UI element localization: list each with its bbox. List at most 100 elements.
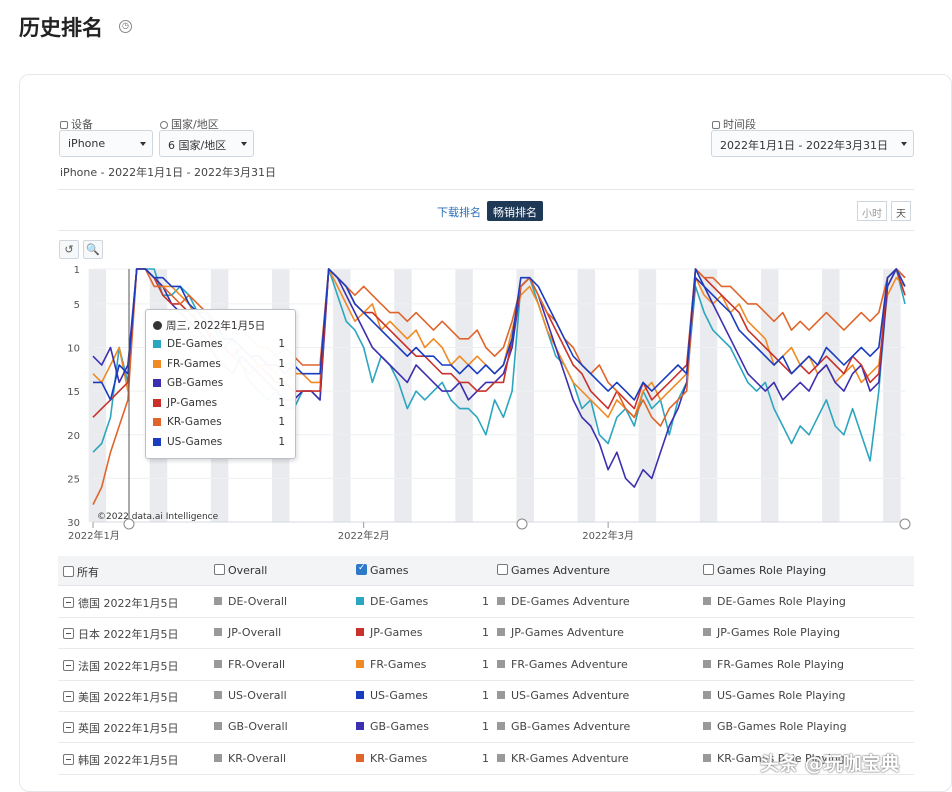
rpg-cell[interactable]: JP-Games Role Playing xyxy=(703,626,840,639)
header-all[interactable]: 所有 xyxy=(63,564,99,580)
header-games[interactable]: Games xyxy=(356,563,408,577)
overall-cell[interactable]: FR-Overall xyxy=(214,658,285,671)
collapse-icon[interactable] xyxy=(63,628,74,640)
reset-zoom-button[interactable]: ↺ xyxy=(59,240,79,259)
country-cell[interactable]: 美国 2022年1月5日 xyxy=(63,689,179,705)
rpg-text: GB-Games Role Playing xyxy=(717,720,847,734)
rpg-cell[interactable]: DE-Games Role Playing xyxy=(703,595,846,608)
series-swatch xyxy=(356,628,364,637)
games-cell[interactable]: KR-Games xyxy=(356,752,427,765)
adventure-text: JP-Games Adventure xyxy=(511,626,624,640)
collapse-icon[interactable] xyxy=(63,659,74,671)
adventure-cell[interactable]: DE-Games Adventure xyxy=(497,595,630,608)
legend-swatch xyxy=(153,359,161,368)
tooltip-series-value: 1 xyxy=(278,357,285,370)
adventure-cell[interactable]: KR-Games Adventure xyxy=(497,752,629,765)
clock-icon[interactable]: ◷ xyxy=(119,20,132,33)
tooltip-series-label: GB-Games xyxy=(167,377,224,390)
overall-text: FR-Overall xyxy=(228,657,286,671)
country-cell[interactable]: 德国 2022年1月5日 xyxy=(63,595,179,611)
checkbox-games[interactable] xyxy=(356,563,367,575)
adventure-text: DE-Games Adventure xyxy=(511,595,630,608)
divider xyxy=(58,230,914,231)
checkbox-games-role-playing[interactable] xyxy=(703,564,714,575)
overall-cell[interactable]: DE-Overall xyxy=(214,595,287,608)
series-swatch xyxy=(356,659,364,668)
adventure-text: KR-Games Adventure xyxy=(511,751,629,765)
tooltip-series-label: FR-Games xyxy=(167,357,221,370)
games-text: FR-Games xyxy=(370,657,427,671)
table-header: 所有 Overall Games Games Adventure Games R… xyxy=(58,556,914,586)
tooltip-series-value: 1 xyxy=(278,436,285,448)
granularity-day-button[interactable]: 天 xyxy=(891,201,911,221)
chevron-down-icon xyxy=(901,142,907,146)
header-games-role-playing[interactable]: Games Role Playing xyxy=(703,564,826,577)
clock-icon xyxy=(153,321,162,330)
series-swatch xyxy=(214,690,222,699)
collapse-icon[interactable] xyxy=(63,690,74,702)
collapse-icon[interactable] xyxy=(63,597,74,608)
period-select[interactable]: 2022年1月1日 - 2022年3月31日 xyxy=(711,130,914,157)
collapse-icon[interactable] xyxy=(63,722,74,734)
overall-text: KR-Overall xyxy=(228,751,286,765)
games-cell[interactable]: DE-Games xyxy=(356,595,428,608)
device-label: 设备 xyxy=(60,116,93,132)
page-title: 历史排名 xyxy=(19,16,103,40)
adventure-cell[interactable]: US-Games Adventure xyxy=(497,689,629,702)
header-overall[interactable]: Overall xyxy=(214,564,267,577)
rpg-cell[interactable]: GB-Games Role Playing xyxy=(703,720,847,733)
table-row: 法国 2022年1月5日 FR-Overall FR-Games 1 FR-Games … xyxy=(58,650,914,681)
granularity-hour-button[interactable]: 小时 xyxy=(857,201,887,221)
country-cell[interactable]: 英国 2022年1月5日 xyxy=(63,720,179,736)
checkbox-games-adventure[interactable] xyxy=(497,564,508,575)
country-cell[interactable]: 法国 2022年1月5日 xyxy=(63,658,179,674)
country-label-text: 国家/地区 xyxy=(171,118,219,131)
rpg-text: KR-Games Role Playing xyxy=(717,751,845,765)
table-row: 韩国 2022年1月5日 KR-Overall KR-Games 1 KR-Games … xyxy=(58,744,914,775)
header-overall-label: Overall xyxy=(228,564,268,577)
device-select[interactable]: iPhone xyxy=(59,130,153,157)
series-swatch xyxy=(214,597,222,605)
tooltip-series-value: 1 xyxy=(278,396,285,409)
tab-download-rank[interactable]: 下载排名 xyxy=(437,206,481,219)
games-text: US-Games xyxy=(370,688,428,702)
device-label-text: 设备 xyxy=(71,118,93,131)
country-select[interactable]: 6 国家/地区 xyxy=(159,130,254,157)
country-cell[interactable]: 日本 2022年1月5日 xyxy=(63,626,179,642)
tab-revenue-rank[interactable]: 畅销排名 xyxy=(487,201,543,221)
series-swatch xyxy=(356,597,364,605)
games-value-cell: 1 xyxy=(482,595,489,608)
rpg-cell[interactable]: KR-Games Role Playing xyxy=(703,752,845,765)
rpg-cell[interactable]: FR-Games Role Playing xyxy=(703,658,844,671)
series-swatch xyxy=(497,659,505,668)
checkbox-all[interactable] xyxy=(63,566,74,577)
device-icon xyxy=(60,121,68,129)
overall-cell[interactable]: GB-Overall xyxy=(214,720,288,733)
adventure-cell[interactable]: JP-Games Adventure xyxy=(497,626,624,639)
games-text: GB-Games xyxy=(370,720,429,734)
zoom-button[interactable]: 🔍 xyxy=(83,240,103,259)
series-swatch xyxy=(214,753,222,762)
games-cell[interactable]: US-Games xyxy=(356,689,428,702)
rpg-text: DE-Games Role Playing xyxy=(717,595,846,608)
table-row: 英国 2022年1月5日 GB-Overall GB-Games 1 GB-Games … xyxy=(58,712,914,744)
rpg-cell[interactable]: US-Games Role Playing xyxy=(703,689,846,702)
tooltip-series-label: DE-Games xyxy=(167,338,223,350)
tooltip-row: GB-Games 1 xyxy=(153,377,291,393)
overall-cell[interactable]: KR-Overall xyxy=(214,752,286,765)
checkbox-overall[interactable] xyxy=(214,564,225,575)
adventure-cell[interactable]: FR-Games Adventure xyxy=(497,658,628,671)
series-swatch xyxy=(356,722,364,731)
overall-cell[interactable]: US-Overall xyxy=(214,689,287,702)
divider xyxy=(58,189,914,190)
games-cell[interactable]: JP-Games xyxy=(356,626,423,639)
games-cell[interactable]: FR-Games xyxy=(356,658,426,671)
overall-cell[interactable]: JP-Overall xyxy=(214,626,281,639)
adventure-cell[interactable]: GB-Games Adventure xyxy=(497,720,630,733)
games-cell[interactable]: GB-Games xyxy=(356,720,429,733)
country-cell[interactable]: 韩国 2022年1月5日 xyxy=(63,752,179,768)
header-games-adventure[interactable]: Games Adventure xyxy=(497,564,610,577)
overall-text: DE-Overall xyxy=(228,595,288,608)
table-row: 美国 2022年1月5日 US-Overall US-Games 1 US-Games … xyxy=(58,681,914,712)
collapse-icon[interactable] xyxy=(63,753,74,765)
